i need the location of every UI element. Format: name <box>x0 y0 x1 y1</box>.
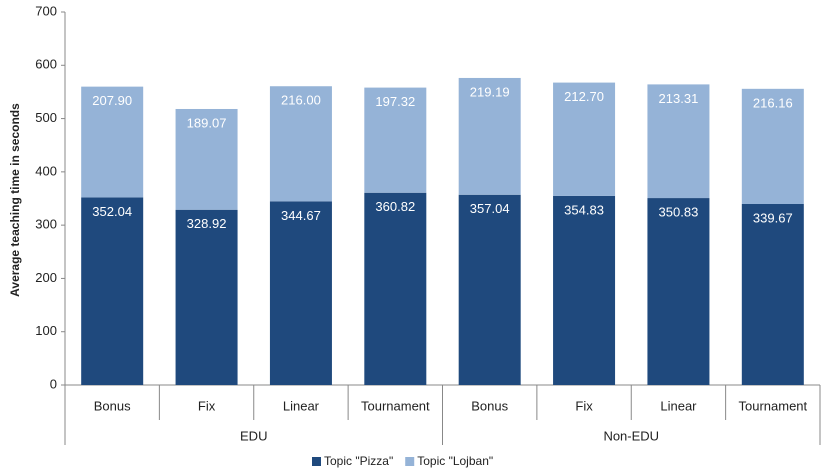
group-label: Non-EDU <box>603 428 659 443</box>
data-label: 344.67 <box>281 208 321 223</box>
data-label: 360.82 <box>375 199 415 214</box>
bar-segment <box>741 88 804 205</box>
x-tick-label: Tournament <box>738 398 807 413</box>
legend-swatch <box>312 457 321 466</box>
bar-segment <box>81 197 144 385</box>
bar-segment <box>269 86 332 202</box>
x-tick-label: Bonus <box>94 398 131 413</box>
data-label: 216.16 <box>753 95 793 110</box>
data-label: 207.90 <box>92 93 132 108</box>
y-tick-label: 100 <box>35 323 57 338</box>
x-tick-label: Bonus <box>471 398 508 413</box>
data-label: 216.00 <box>281 93 321 108</box>
x-tick-label: Linear <box>283 398 320 413</box>
bar-segment <box>269 201 332 385</box>
bar-segment <box>741 204 804 385</box>
bar-segment <box>553 195 616 385</box>
y-tick-label: 0 <box>50 376 57 391</box>
x-tick-label: Fix <box>198 398 216 413</box>
bar-segment <box>81 86 144 198</box>
bar-segment <box>647 84 710 199</box>
group-label: EDU <box>240 428 267 443</box>
data-label: 328.92 <box>187 216 227 231</box>
bar-segment <box>364 87 427 193</box>
y-tick-label: 500 <box>35 110 57 125</box>
x-tick-label: Fix <box>575 398 593 413</box>
data-label: 219.19 <box>470 84 510 99</box>
bar-segment <box>647 198 710 385</box>
y-tick-label: 300 <box>35 217 57 232</box>
y-tick-label: 600 <box>35 57 57 72</box>
data-label: 350.83 <box>659 204 699 219</box>
data-label: 339.67 <box>753 210 793 225</box>
bar-segment <box>364 192 427 385</box>
data-label: 213.31 <box>659 91 699 106</box>
data-label: 197.32 <box>375 94 415 109</box>
data-label: 354.83 <box>564 202 604 217</box>
data-label: 189.07 <box>187 115 227 130</box>
bar-segment <box>175 108 238 210</box>
y-tick-label: 400 <box>35 163 57 178</box>
legend-label: Topic "Pizza" <box>324 454 393 468</box>
x-tick-label: Linear <box>660 398 697 413</box>
bar-segment <box>458 77 521 195</box>
legend-swatch <box>405 457 415 466</box>
y-axis-label: Average teaching time in seconds <box>8 103 22 297</box>
data-label: 212.70 <box>564 89 604 104</box>
bar-segment <box>553 82 616 196</box>
bar-segment <box>175 209 238 385</box>
data-label: 357.04 <box>470 201 510 216</box>
bar-segment <box>458 194 521 385</box>
y-tick-label: 700 <box>35 3 57 18</box>
legend-label: Topic "Lojban" <box>417 454 493 468</box>
x-tick-label: Tournament <box>361 398 430 413</box>
data-label: 352.04 <box>92 204 132 219</box>
y-tick-label: 200 <box>35 270 57 285</box>
